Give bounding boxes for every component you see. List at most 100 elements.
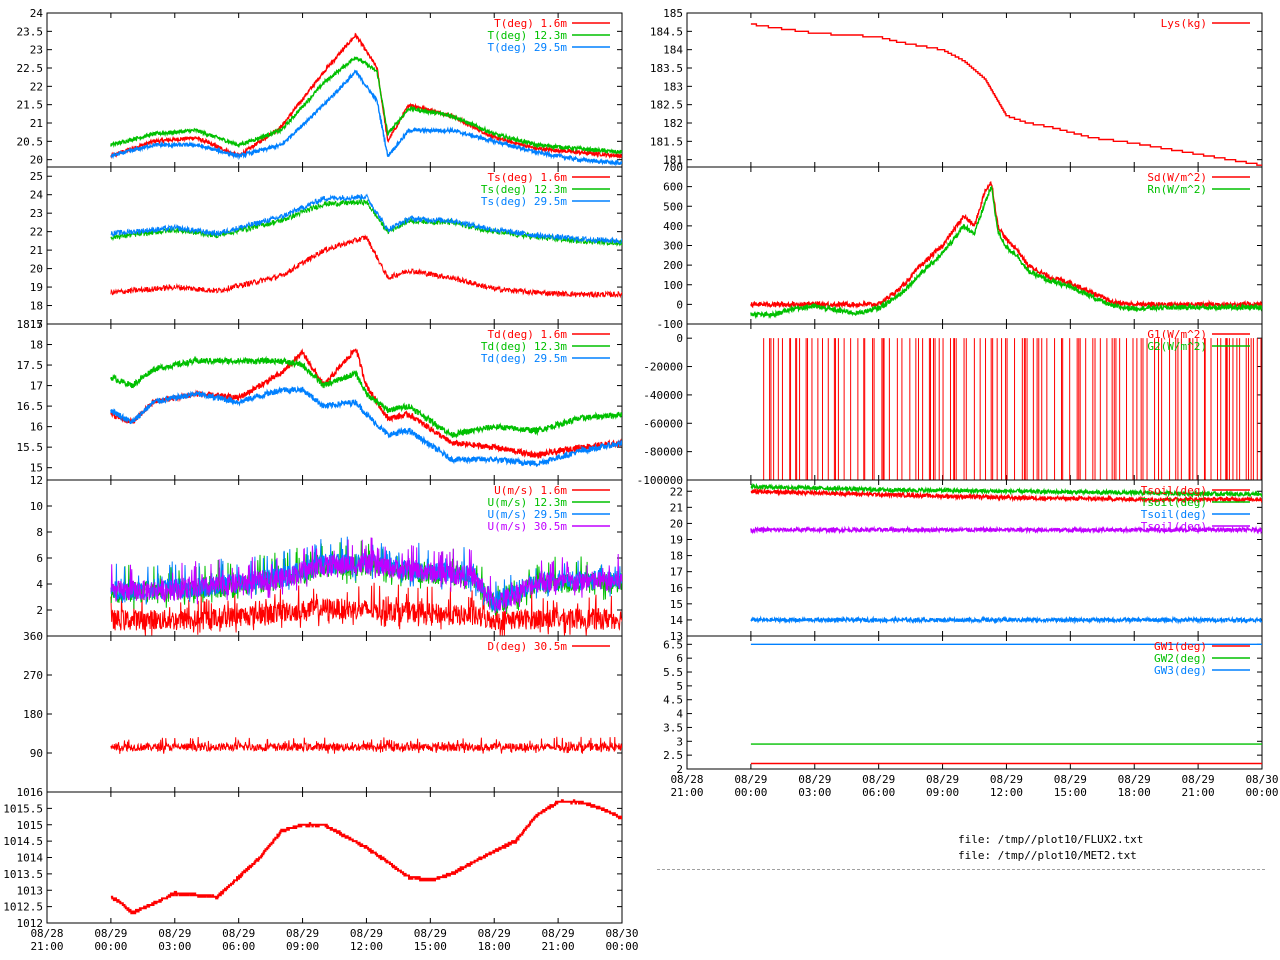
y-tick-label: 13: [670, 630, 683, 643]
y-tick-label: 17: [30, 318, 43, 331]
x-tick-time: 12:00: [350, 940, 383, 953]
x-tick-date: 08/28: [30, 927, 63, 940]
legend-label: Sd(W/m^2): [1147, 171, 1207, 184]
y-tick-label: 0: [676, 332, 683, 345]
y-tick-label: 6: [36, 552, 43, 565]
y-tick-label: 4.5: [663, 694, 683, 707]
series-line-green: [110, 355, 622, 439]
y-tick-label: 185: [663, 7, 683, 20]
x-tick-date: 08/29: [94, 927, 127, 940]
y-tick-label: 18: [670, 550, 683, 563]
chart-ground-water: 6.565.554.543.532.52 GW1(deg)GW2(deg)GW3(…: [663, 635, 1279, 799]
series-line-blue: [110, 193, 622, 245]
y-tick-label: 14: [670, 614, 684, 627]
y-tick-label: 21: [670, 501, 683, 514]
plot-frame: [46, 791, 623, 924]
y-tick-label: 20.5: [17, 135, 44, 148]
y-tick-label: 0: [676, 298, 683, 311]
legend-label: U(m/s) 30.5m: [488, 520, 568, 533]
y-tick-label: 1015: [17, 819, 44, 832]
y-tick-label: -80000: [643, 446, 683, 459]
y-tick-label: 15: [670, 598, 683, 611]
legend-label: G2(W/m^2): [1147, 340, 1207, 353]
y-tick-label: 90: [30, 747, 43, 760]
file-label-met: file: /tmp//plot10/MET2.txt: [958, 849, 1137, 862]
y-tick-label: 17: [30, 380, 43, 393]
x-tick-date: 08/29: [1054, 773, 1087, 786]
y-tick-label: 20: [30, 263, 43, 276]
y-tick-label: 360: [23, 630, 43, 643]
series-line-green: [750, 482, 1262, 499]
y-tick-label: 22: [670, 485, 683, 498]
y-tick-label: 21: [30, 244, 43, 257]
series-red: [763, 338, 1262, 480]
x-tick-time: 21:00: [670, 786, 703, 799]
y-tick-label: -100000: [637, 474, 683, 487]
y-tick-label: 20: [670, 517, 683, 530]
y-tick-label: 2: [676, 763, 683, 776]
y-tick-label: 270: [23, 669, 43, 682]
series-line-purple: [110, 537, 622, 614]
x-tick-date: 08/29: [990, 773, 1023, 786]
y-tick-label: 16: [670, 582, 683, 595]
x-tick-time: 00:00: [1245, 786, 1278, 799]
y-tick-label: 180: [23, 708, 43, 721]
series-line-red: [750, 180, 1262, 310]
legend-label: Tsoil(deg): [1141, 520, 1207, 533]
y-tick-label: 1012: [17, 917, 44, 930]
y-tick-label: 18.5: [17, 318, 44, 331]
y-tick-label: 183.5: [650, 62, 683, 75]
y-tick-label: 500: [663, 200, 683, 213]
y-tick-label: 19: [30, 281, 43, 294]
legend-label: U(m/s) 29.5m: [488, 508, 568, 521]
x-tick-date: 08/29: [1182, 773, 1215, 786]
y-tick-label: 181.5: [650, 135, 683, 148]
y-tick-label: 2.5: [663, 749, 683, 762]
legend-label: Tsoil(deg): [1141, 496, 1207, 509]
y-tick-label: 1013: [17, 884, 44, 897]
legend-label: GW2(deg): [1154, 652, 1207, 665]
y-tick-label: 6: [676, 652, 683, 665]
x-tick-date: 08/29: [542, 927, 575, 940]
y-tick-label: 23.5: [17, 25, 44, 38]
x-tick-time: 18:00: [1118, 786, 1151, 799]
series-line-red: [110, 582, 622, 636]
legend-label: GW1(deg): [1154, 640, 1207, 653]
x-tick-date: 08/29: [350, 927, 383, 940]
y-tick-label: 300: [663, 240, 683, 253]
legend-label: D(deg) 30.5m: [488, 640, 568, 653]
y-tick-label: 16.5: [17, 400, 44, 413]
legend-label: T(deg) 12.3m: [488, 29, 568, 42]
y-tick-label: 600: [663, 181, 683, 194]
y-tick-label: 1012.5: [3, 901, 43, 914]
y-tick-label: 1014: [17, 852, 44, 865]
y-tick-label: 4: [36, 578, 43, 591]
x-tick-time: 00:00: [94, 940, 127, 953]
y-tick-label: 22: [30, 80, 43, 93]
x-tick-time: 06:00: [862, 786, 895, 799]
y-tick-label: 182.5: [650, 99, 683, 112]
y-tick-label: 18: [30, 300, 43, 313]
series-line-red: [110, 736, 622, 754]
series-line-red: [750, 487, 1262, 504]
legend-label: Ts(deg) 12.3m: [481, 183, 567, 196]
y-tick-label: 400: [663, 220, 683, 233]
y-tick-label: 1014.5: [3, 835, 43, 848]
legend-label: T(deg) 29.5m: [488, 41, 568, 54]
chart-soil-temperature: 22212019181716151413Tsoil(deg)Tsoil(deg)…: [670, 479, 1263, 643]
y-tick-label: 3: [676, 735, 683, 748]
x-tick-time: 09:00: [926, 786, 959, 799]
chart-lysimeter: 185 184.5 184 183.5 183 182.5 182 181.5 181 Lys(k…: [650, 7, 1263, 168]
series-line-blue: [110, 69, 622, 167]
x-tick-time: 03:00: [158, 940, 191, 953]
footer-divider: [657, 869, 1265, 870]
series-line-purple: [750, 525, 1262, 535]
y-tick-label: 22.5: [17, 62, 44, 75]
x-tick-date: 08/30: [1245, 773, 1278, 786]
plot-frame: [686, 635, 1263, 770]
x-tick-time: 12:00: [990, 786, 1023, 799]
y-tick-label: 182: [663, 117, 683, 130]
legend-label: U(m/s) 12.3m: [488, 496, 568, 509]
